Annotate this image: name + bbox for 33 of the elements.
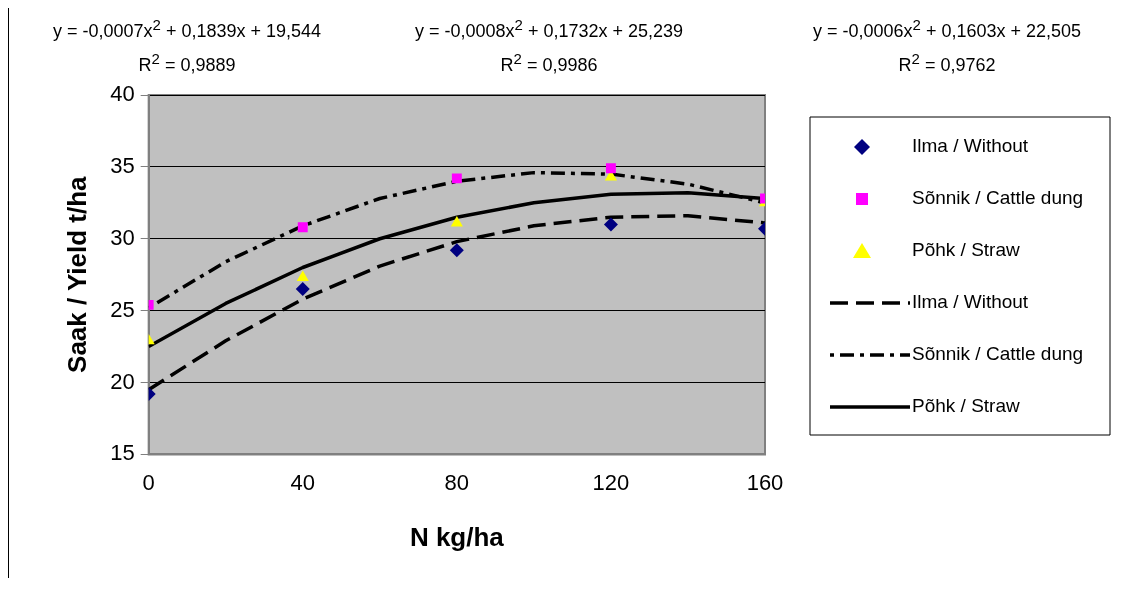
point [296, 270, 309, 282]
y-tick-label: 35 [110, 152, 135, 178]
x-tick-label: 0 [142, 469, 155, 495]
text: y = -0,0006x$^{2}$ + 0,1603x + 22,505 [811, 16, 1082, 42]
x-tick-label: 40 [290, 469, 315, 495]
point [450, 215, 463, 227]
text: y = -0,0007x$^{2}$ + 0,1839x + 19,544 [51, 16, 322, 42]
legend-label: Sõnnik / Cattle dung [912, 187, 1084, 209]
y-tick-label: 15 [110, 440, 135, 466]
x-tick-label: 80 [444, 469, 470, 495]
y-tick-label: 25 [110, 296, 135, 322]
point [451, 173, 462, 184]
y-tick-label: 40 [110, 81, 135, 107]
point [603, 217, 618, 232]
point [295, 282, 310, 297]
legend-label: Ilma / Without [912, 135, 1029, 157]
text: R$^{2}$ = 0,9762 [897, 50, 997, 76]
legend-label: Põhk / Straw [912, 239, 1020, 261]
legend-label: Põhk / Straw [912, 395, 1020, 417]
point [449, 243, 464, 258]
point [297, 222, 308, 233]
text: R$^{2}$ = 0,9889 [137, 50, 237, 76]
x-axis-title: N kg/ha [409, 521, 505, 552]
y-tick-label: 20 [110, 368, 135, 394]
text: y = -0,0008x$^{2}$ + 0,1732x + 25,239 [413, 16, 684, 42]
legend-label: Ilma / Without [912, 291, 1029, 313]
x-tick-label: 160 [746, 469, 784, 495]
legend-label: Sõnnik / Cattle dung [912, 343, 1084, 365]
x-tick-label: 120 [592, 469, 630, 495]
y-tick-label: 30 [110, 224, 135, 250]
point [605, 163, 616, 174]
text: R$^{2}$ = 0,9986 [499, 50, 599, 76]
y-axis-title: Saak / Yield t/ha [61, 175, 92, 373]
